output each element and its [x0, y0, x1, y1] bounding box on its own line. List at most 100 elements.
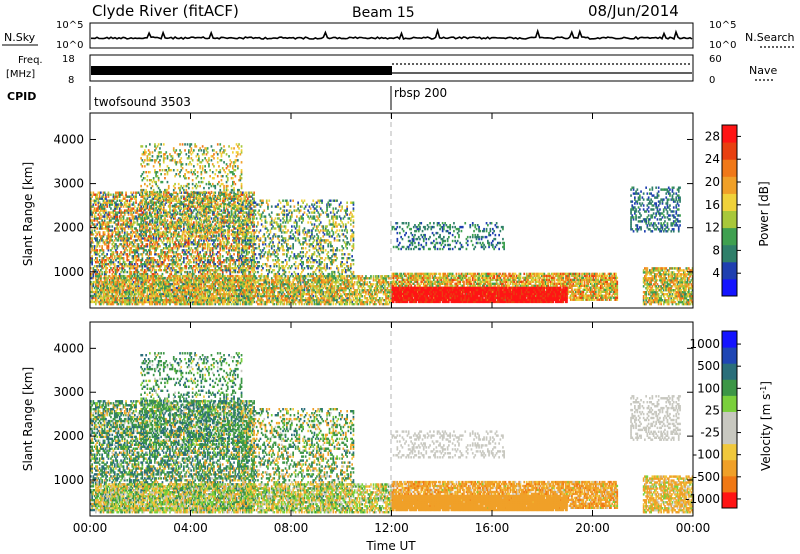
power-cell	[160, 251, 162, 254]
power-cell	[175, 229, 178, 232]
power-cell	[137, 213, 140, 216]
power-cell	[130, 282, 132, 286]
power-cell	[230, 147, 233, 150]
power-cell	[120, 243, 122, 246]
power-cell	[142, 272, 145, 276]
power-cell	[206, 261, 209, 264]
power-cell	[183, 249, 185, 252]
power-cell	[105, 195, 107, 198]
power-cell	[194, 207, 196, 210]
power-cell	[144, 227, 146, 230]
power-cell	[199, 192, 201, 196]
power-cell	[96, 207, 98, 210]
power-cell	[179, 219, 181, 222]
power-cell	[93, 280, 96, 284]
power-cell	[209, 269, 211, 272]
power-cell	[122, 241, 125, 244]
power-cell	[205, 228, 208, 231]
power-cell	[191, 272, 194, 276]
power-cell	[117, 274, 120, 278]
power-cell	[150, 239, 152, 242]
power-cell	[113, 263, 116, 266]
power-cell	[142, 171, 145, 174]
power-cell	[101, 197, 103, 200]
power-cell	[175, 274, 178, 278]
power-cell	[122, 251, 125, 254]
power-cell	[200, 267, 203, 270]
power-cell	[164, 276, 166, 280]
freq-tick-left-bottom: 8	[68, 75, 74, 86]
power-cell	[206, 191, 209, 194]
power-cell	[162, 225, 165, 228]
power-cell	[151, 225, 154, 228]
power-cell	[123, 221, 126, 224]
power-cell	[122, 261, 125, 264]
power-cell	[199, 196, 201, 200]
power-cell	[164, 267, 166, 270]
power-cell	[156, 265, 159, 268]
power-cell	[172, 225, 175, 228]
power-cell	[155, 269, 157, 272]
power-cell	[140, 261, 142, 264]
power-cell	[106, 223, 108, 226]
power-cell	[186, 249, 189, 252]
power-cell	[103, 209, 106, 212]
power-cell	[162, 247, 165, 250]
power-cell	[126, 219, 129, 222]
power-cell	[108, 269, 111, 272]
power-cell	[189, 193, 191, 196]
power-cell	[190, 292, 193, 296]
power-cell	[172, 251, 175, 254]
power-cell	[154, 192, 156, 196]
power-cell	[115, 191, 117, 194]
power-cell	[157, 233, 160, 236]
power-cell	[154, 197, 156, 200]
power-cell	[169, 193, 171, 196]
power-cell	[142, 270, 145, 274]
power-cell	[196, 199, 199, 202]
power-cell	[184, 199, 186, 202]
power-cell	[140, 199, 142, 202]
power-cell	[118, 253, 121, 256]
power-cell	[149, 193, 151, 196]
power-cell	[120, 235, 122, 238]
power-cell	[116, 211, 119, 214]
power-cell	[171, 197, 174, 200]
power-cell	[200, 259, 203, 262]
power-cell	[194, 204, 196, 208]
power-cell	[96, 227, 98, 230]
power-cell	[144, 233, 146, 236]
power-cell	[238, 216, 240, 220]
power-cell	[155, 217, 157, 220]
power-cell	[160, 155, 162, 158]
power-cell	[103, 197, 106, 200]
power-cell	[128, 219, 131, 222]
power-cell	[146, 269, 149, 272]
power-cell	[165, 221, 168, 224]
power-cell	[149, 263, 151, 266]
power-cell	[205, 205, 208, 208]
power-cell	[108, 237, 111, 240]
power-cell	[149, 219, 151, 222]
power-cell	[195, 225, 198, 228]
power-cell	[171, 290, 174, 294]
power-cell	[189, 217, 191, 220]
power-cell	[121, 191, 124, 194]
power-cell	[146, 267, 149, 270]
power-cell	[208, 205, 210, 208]
power-cell	[193, 205, 195, 208]
power-cell	[209, 201, 211, 204]
power-cell	[171, 300, 174, 304]
power-cell	[136, 290, 139, 294]
power-cell	[122, 237, 125, 240]
power-cell	[141, 241, 144, 244]
power-cell	[176, 296, 179, 300]
power-cell	[139, 227, 141, 230]
power-cell	[152, 203, 155, 206]
freq-label: Freq.	[18, 55, 43, 66]
power-cell	[180, 225, 183, 228]
power-cell	[136, 272, 139, 276]
power-cell	[179, 235, 181, 238]
power-cell	[174, 294, 176, 298]
power-cell	[193, 165, 195, 168]
